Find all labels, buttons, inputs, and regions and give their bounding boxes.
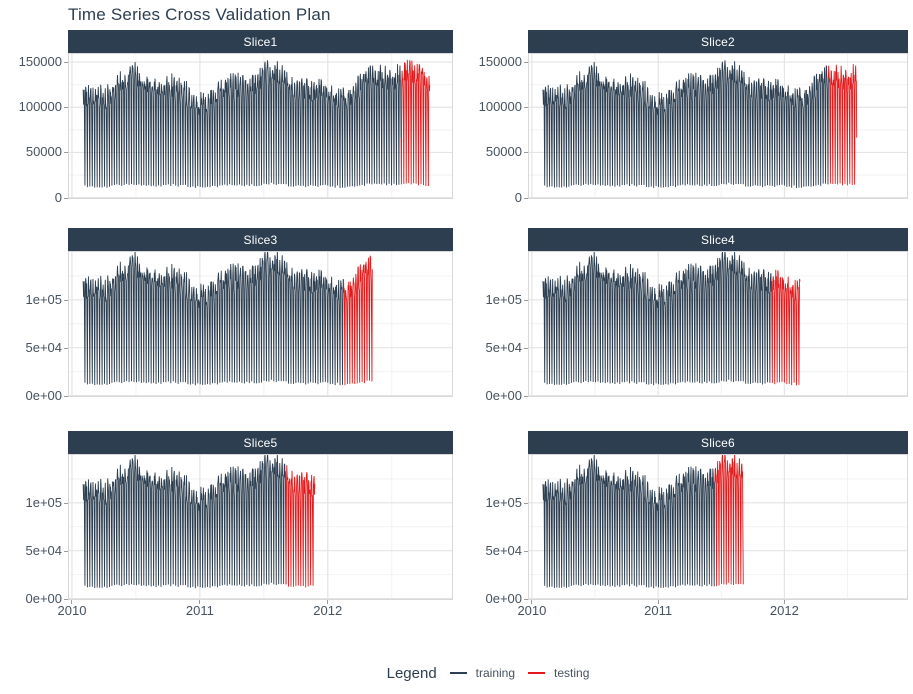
x-tick-label: 2011 (185, 603, 214, 618)
y-tick-mark (524, 598, 528, 600)
facet-slice6: Slice6 1e+05 5e+04 0e+00 2010 2011 2012 (485, 431, 908, 618)
x-tick-mark (657, 600, 659, 604)
y-tick-mark (64, 197, 68, 199)
y-tick-label: 1e+05 (485, 494, 522, 510)
y-tick-mark (524, 197, 528, 199)
x-tick-mark (327, 600, 329, 604)
legend-entry-label: testing (554, 666, 590, 680)
facet-panel (528, 251, 908, 397)
x-tick-mark (199, 600, 201, 604)
facet-strip-label: Slice6 (701, 435, 735, 450)
y-tick-label: 0e+00 (485, 387, 522, 403)
x-tick-label: 2011 (644, 603, 673, 618)
y-tick-label: 50000 (25, 144, 62, 160)
y-tick-label: 0e+00 (485, 590, 522, 606)
legend-entry-testing: testing (528, 666, 589, 680)
facet-slice3: Slice3 1e+05 5e+04 0e+00 (25, 228, 453, 402)
x-axis-tick-labels: 2010 2011 2012 (517, 603, 908, 621)
y-tick-mark (64, 152, 68, 154)
legend-entry-training: training (449, 666, 516, 680)
facet-strip: Slice3 (68, 228, 453, 251)
facet-panel (68, 53, 453, 199)
x-tick-label: 2010 (57, 603, 87, 618)
x-tick-label: 2012 (313, 603, 343, 618)
facet-panel (528, 454, 908, 600)
y-tick-label: 5e+04 (485, 339, 522, 355)
y-tick-label: 5e+04 (485, 542, 522, 558)
facet-strip-label: Slice3 (243, 232, 278, 247)
facet-slice4: Slice4 1e+05 5e+04 0e+00 (485, 228, 908, 402)
facet-panel (68, 251, 453, 397)
y-tick-mark (524, 550, 528, 552)
y-tick-mark (64, 62, 68, 64)
y-tick-mark (524, 347, 528, 349)
y-axis-tick-labels: 150000 100000 50000 0 (462, 53, 522, 205)
y-tick-mark (64, 347, 68, 349)
y-axis-tick-labels: 1e+05 5e+04 0e+00 (462, 454, 522, 605)
y-tick-mark (64, 550, 68, 552)
legend-title: Legend (386, 664, 437, 682)
y-tick-mark (64, 598, 68, 600)
x-tick-mark (71, 600, 73, 604)
facet-strip-label: Slice4 (701, 232, 735, 247)
y-tick-label: 0 (514, 189, 522, 205)
chart-title: Time Series Cross Validation Plan (68, 5, 331, 24)
x-axis-tick-labels (528, 202, 908, 220)
facet-strip-label: Slice1 (243, 34, 278, 49)
y-tick-label: 150000 (478, 54, 522, 70)
y-tick-mark (64, 299, 68, 301)
x-axis-tick-labels (68, 202, 453, 220)
y-tick-mark (524, 152, 528, 154)
facet-slice5: Slice5 1e+05 5e+04 0e+00 2010 2011 2012 (25, 431, 453, 618)
y-tick-label: 100000 (18, 99, 62, 115)
y-tick-label: 150000 (18, 54, 62, 70)
facet-strip: Slice6 (528, 431, 908, 454)
facet-slice2: Slice2 150000 100000 50000 0 (479, 30, 908, 204)
y-tick-mark (64, 395, 68, 397)
facet-strip-label: Slice2 (701, 34, 735, 49)
y-tick-mark (524, 107, 528, 109)
y-tick-label: 5e+04 (25, 339, 62, 355)
facet-panel (528, 53, 908, 199)
facet-strip: Slice2 (528, 30, 908, 53)
legend-entry-label: training (475, 666, 516, 680)
y-tick-label: 0e+00 (25, 590, 62, 606)
x-axis-tick-labels: 2010 2011 2012 (58, 603, 453, 621)
y-tick-label: 5e+04 (25, 542, 62, 558)
y-axis-tick-labels: 150000 100000 50000 0 (2, 53, 62, 205)
y-tick-label: 1e+05 (25, 494, 62, 510)
legend: Legend training testing (68, 661, 908, 685)
x-axis-tick-labels (68, 400, 453, 418)
y-axis-tick-labels: 1e+05 5e+04 0e+00 (2, 251, 62, 402)
facet-strip: Slice4 (528, 228, 908, 251)
y-tick-label: 0 (54, 189, 62, 205)
y-tick-mark (524, 62, 528, 64)
y-axis-tick-labels: 1e+05 5e+04 0e+00 (2, 454, 62, 605)
facet-strip: Slice5 (68, 431, 453, 454)
y-tick-mark (524, 395, 528, 397)
x-tick-label: 2010 (517, 603, 547, 618)
facet-panel (68, 454, 453, 600)
x-tick-label: 2012 (769, 603, 799, 618)
y-tick-mark (64, 502, 68, 504)
facet-strip: Slice1 (68, 30, 453, 53)
y-tick-label: 100000 (478, 99, 522, 115)
facet-slice1: Slice1 150000 100000 50000 0 (19, 30, 453, 204)
y-axis-tick-labels: 1e+05 5e+04 0e+00 (462, 251, 522, 402)
y-tick-label: 50000 (485, 144, 522, 160)
x-axis-tick-labels (528, 400, 908, 418)
y-tick-label: 1e+05 (25, 291, 62, 307)
testing-key-line (528, 672, 546, 674)
training-key-line (449, 672, 467, 674)
x-tick-mark (783, 600, 785, 604)
x-tick-mark (531, 600, 533, 604)
y-tick-label: 0e+00 (25, 387, 62, 403)
y-tick-mark (524, 299, 528, 301)
y-tick-label: 1e+05 (485, 291, 522, 307)
y-tick-mark (64, 107, 68, 109)
y-tick-mark (524, 502, 528, 504)
facet-strip-label: Slice5 (243, 435, 278, 450)
